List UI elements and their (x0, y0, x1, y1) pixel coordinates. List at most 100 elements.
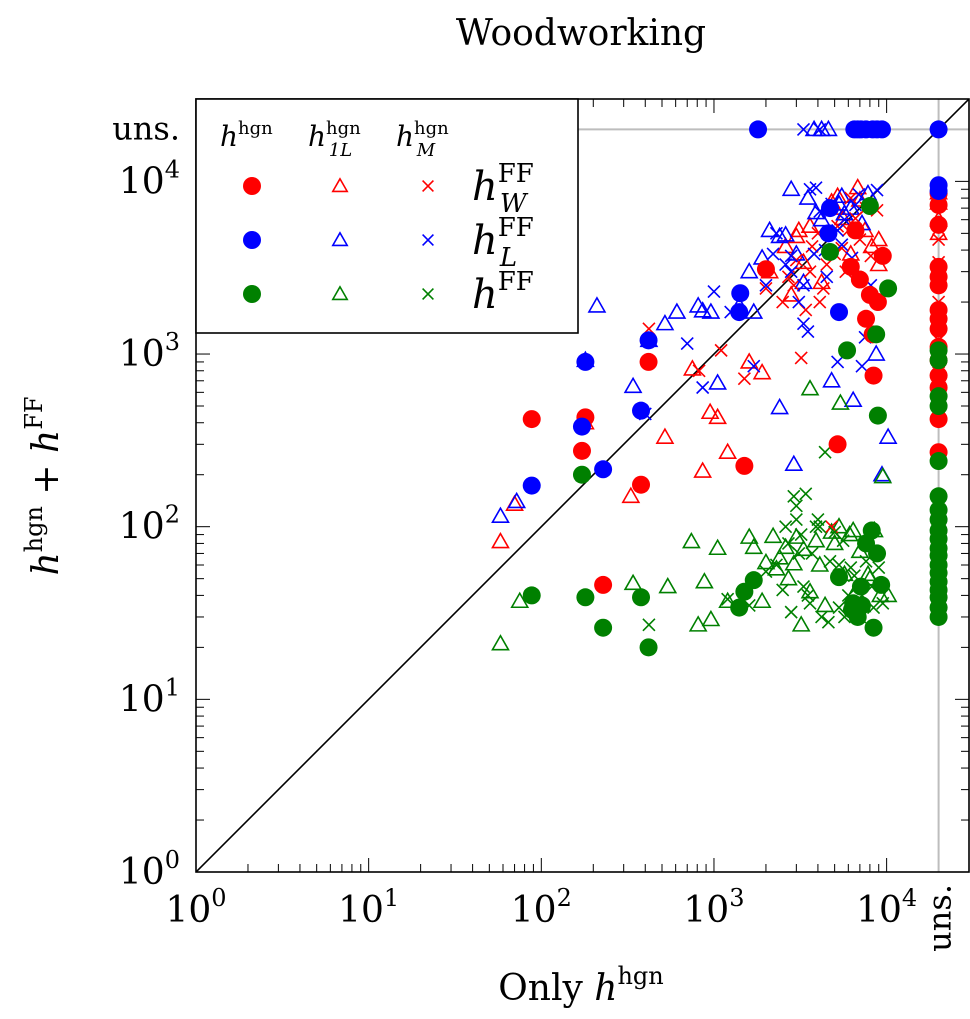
data-point-triangle (739, 527, 759, 544)
data-point-triangle (878, 585, 898, 603)
data-point-cross (784, 605, 798, 619)
data-point-triangle (700, 402, 720, 420)
data-point-circle (846, 221, 865, 240)
y-tick-base: 10 (119, 679, 165, 720)
data-point-cross (820, 270, 834, 284)
y-tick-base: 10 (119, 334, 165, 375)
x-tick-exponent: 1 (384, 884, 399, 912)
x-tick-base: 10 (856, 890, 902, 931)
y-tick-label: 100 (119, 846, 180, 893)
data-point-cross (848, 198, 863, 212)
data-point-cross (837, 213, 852, 227)
data-point-triangle (682, 531, 701, 549)
y-tick-label: 104 (119, 155, 180, 202)
data-point-triangle (784, 454, 804, 472)
data-point-cross (801, 324, 815, 339)
y-tick-label: 103 (119, 328, 180, 375)
data-point-cross (759, 278, 773, 292)
legend-row-sup: FF (498, 267, 534, 297)
data-point-cross (805, 546, 819, 560)
data-point-triangle (708, 407, 728, 425)
data-point-cross (784, 265, 798, 279)
data-point-circle (929, 351, 948, 370)
data-point-circle (929, 410, 948, 429)
data-point-circle (756, 260, 775, 279)
data-point-cross (799, 487, 813, 501)
x-axis-label: Only hhgn (498, 962, 663, 1009)
data-point-circle (522, 410, 541, 429)
x-tick-label: 102 (511, 884, 572, 931)
data-point-cross (803, 265, 817, 279)
data-point-cross (870, 183, 884, 197)
data-point-circle (929, 607, 948, 626)
data-point-cross (813, 520, 827, 534)
legend-header-sup: hgn (414, 118, 449, 139)
data-point-cross (787, 489, 801, 503)
data-point-circle (749, 120, 768, 139)
data-point-triangle (655, 427, 675, 444)
data-point-circle (862, 521, 881, 540)
data-point-circle (850, 270, 869, 289)
data-point-cross (766, 247, 780, 261)
data-point-circle (830, 303, 849, 322)
legend-marker-circle (243, 285, 261, 303)
legend-column-header: hhgn (220, 118, 273, 153)
data-point-circle (868, 406, 887, 425)
data-point-triangle (693, 301, 713, 318)
data-point-circle (522, 476, 541, 495)
legend-column-header: hhgn M (396, 118, 449, 161)
legend-header-sub: M (416, 140, 436, 161)
data-point-circle (730, 303, 749, 322)
data-point-cross (759, 281, 773, 295)
y-tick-label: 102 (119, 501, 180, 548)
data-point-triangle (718, 442, 738, 460)
data-point-cross (844, 560, 858, 575)
data-point-cross (794, 528, 808, 542)
data-point-circle (572, 417, 591, 436)
data-point-circle (929, 452, 948, 471)
data-point-circle (632, 475, 651, 494)
data-point-triangle (744, 537, 764, 555)
data-point-triangle (800, 379, 820, 396)
legend-row-var: h (472, 164, 498, 210)
data-point-circle (522, 586, 541, 605)
data-point-triangle (791, 615, 811, 632)
data-point-triangle (658, 576, 678, 594)
legend-row-sub: L (499, 243, 517, 273)
x-tick-exponent: 0 (211, 884, 226, 912)
data-point-cross (805, 239, 819, 253)
data-point-circle (860, 197, 879, 216)
legend-row-sup: FF (498, 159, 534, 189)
data-point-triangle (825, 533, 845, 551)
legend-header-var: h (220, 120, 238, 153)
data-point-circle (819, 224, 838, 243)
data-point-circle (841, 257, 860, 276)
data-point-circle (639, 638, 658, 657)
data-point-circle (594, 618, 613, 637)
data-point-circle (851, 577, 870, 596)
y-tick-base: 10 (119, 852, 165, 893)
data-point-circle (929, 215, 948, 234)
legend-marker-triangle (331, 285, 349, 301)
data-point-circle (929, 397, 948, 416)
data-point-triangle (739, 262, 759, 279)
data-point-cross (816, 281, 830, 295)
x-tick-exponent: 3 (729, 884, 744, 912)
y-tick-exponent: 3 (165, 328, 180, 356)
legend-row-sup: FF (498, 213, 534, 243)
data-point-circle (879, 279, 898, 298)
data-point-triangle (781, 285, 801, 302)
data-point-cross (831, 355, 845, 369)
data-point-triangle (491, 506, 510, 524)
legend-marker-circle (243, 231, 261, 249)
data-point-cross (769, 226, 783, 240)
data-point-triangle (752, 591, 772, 609)
data-point-cross (789, 512, 803, 527)
legend-marker-cross (422, 180, 434, 192)
data-point-triangle (770, 397, 789, 415)
data-point-cross (796, 278, 811, 292)
data-point-triangle (831, 393, 850, 410)
data-point-triangle (667, 302, 687, 319)
data-point-cross (796, 317, 811, 331)
